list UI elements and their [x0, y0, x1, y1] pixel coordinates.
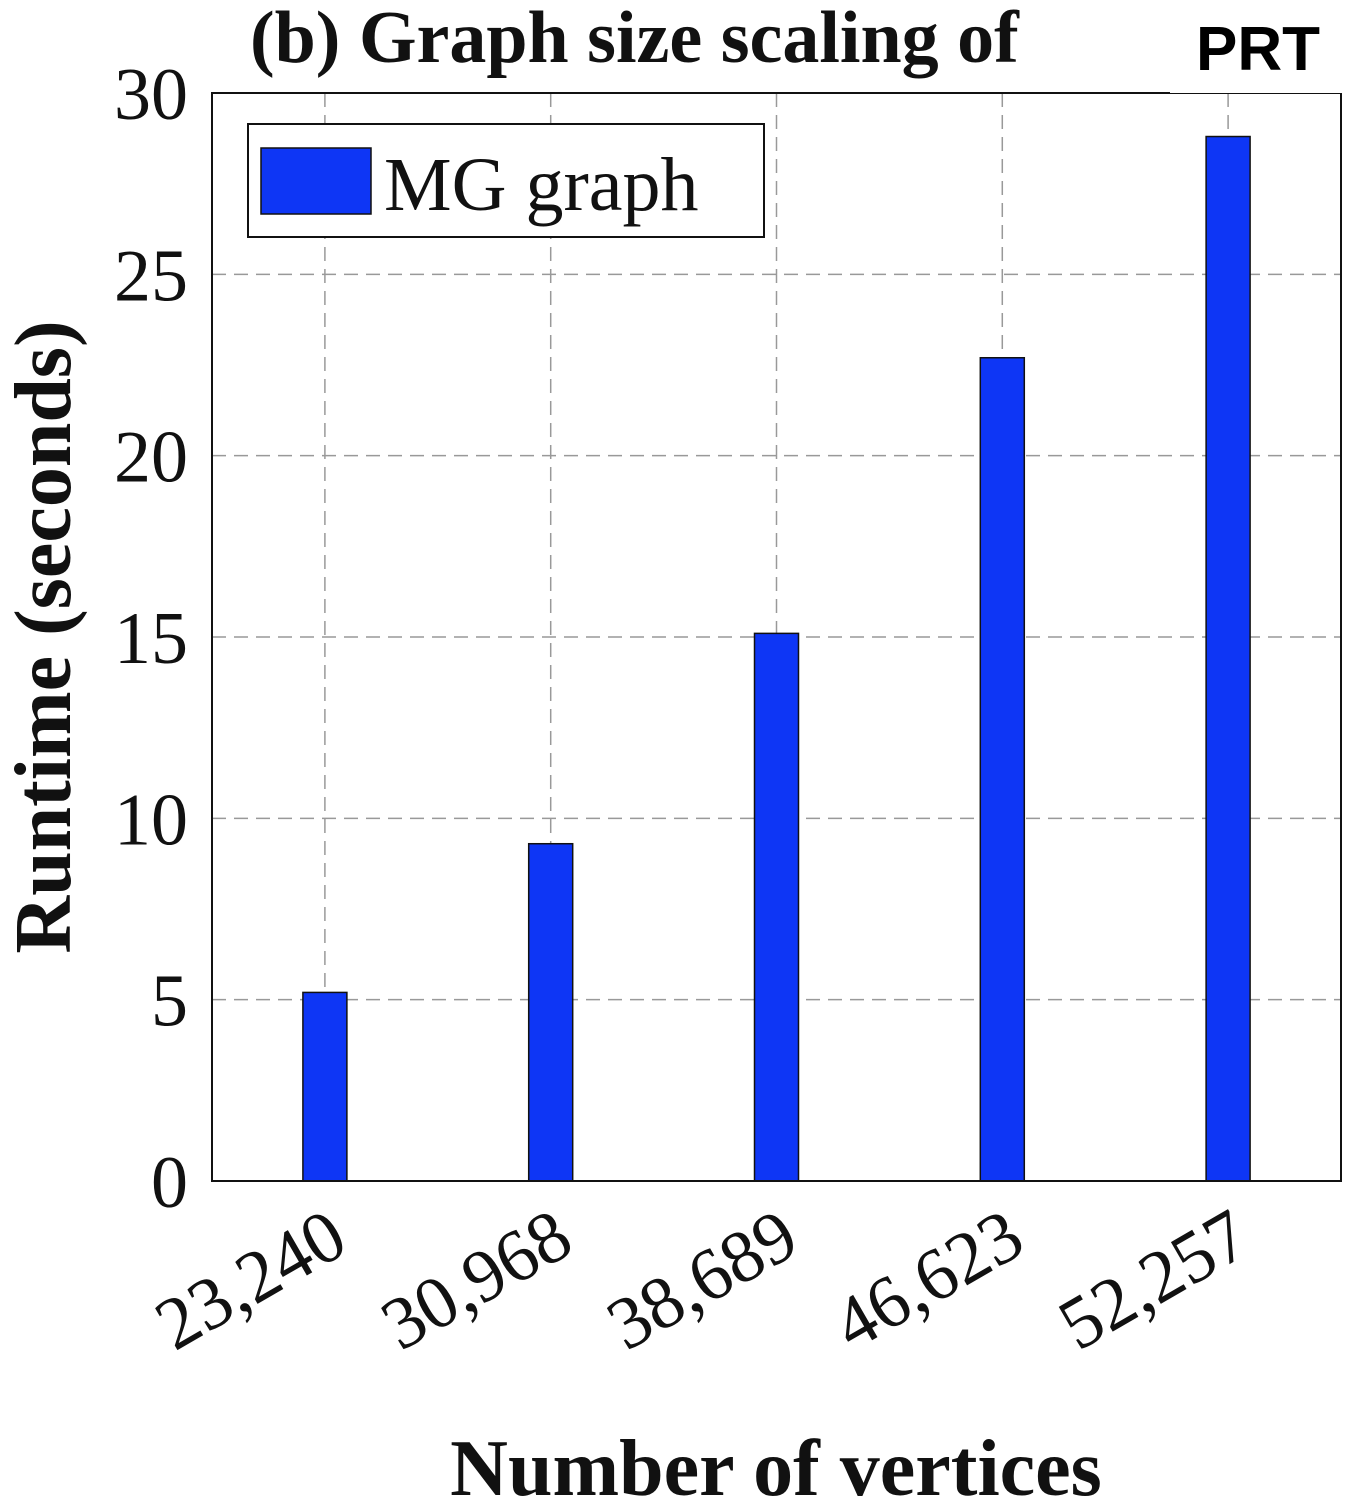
- x-tick-label: 30,968: [368, 1194, 585, 1367]
- x-tick-labels: 23,240 30,968 38,689 46,623 52,257: [142, 1194, 1262, 1367]
- title-overlay-box: [1170, 0, 1368, 93]
- y-tick-label: 10: [114, 779, 188, 861]
- x-axis-label: Number of vertices: [450, 1425, 1102, 1504]
- x-tick-label: 46,623: [820, 1194, 1037, 1367]
- legend-swatch: [260, 147, 372, 215]
- y-tick-label: 20: [114, 417, 188, 499]
- y-tick-label: 0: [151, 1142, 188, 1224]
- x-tick-label: 52,257: [1045, 1194, 1262, 1367]
- y-tick-label: 25: [114, 235, 188, 317]
- bar: [302, 991, 348, 1182]
- bar: [1205, 135, 1251, 1182]
- y-tick-labels: 0 5 10 15 20 25 30: [114, 54, 188, 1224]
- bar: [979, 356, 1026, 1182]
- plot-frame: [211, 92, 1342, 1182]
- chart-title-overlay: PRT: [1196, 15, 1320, 84]
- y-tick-label: 15: [114, 598, 188, 680]
- y-axis-label: Runtime (seconds): [0, 320, 88, 953]
- legend: MG graph: [247, 123, 765, 238]
- x-tick-label: 38,689: [594, 1194, 811, 1367]
- bar: [753, 632, 800, 1182]
- y-tick-label: 30: [114, 54, 188, 136]
- y-tick-label: 5: [151, 961, 188, 1043]
- legend-label: MG graph: [384, 143, 699, 227]
- chart-title: (b) Graph size scaling of: [250, 0, 1020, 79]
- bars: [302, 135, 1251, 1182]
- bar: [527, 842, 574, 1182]
